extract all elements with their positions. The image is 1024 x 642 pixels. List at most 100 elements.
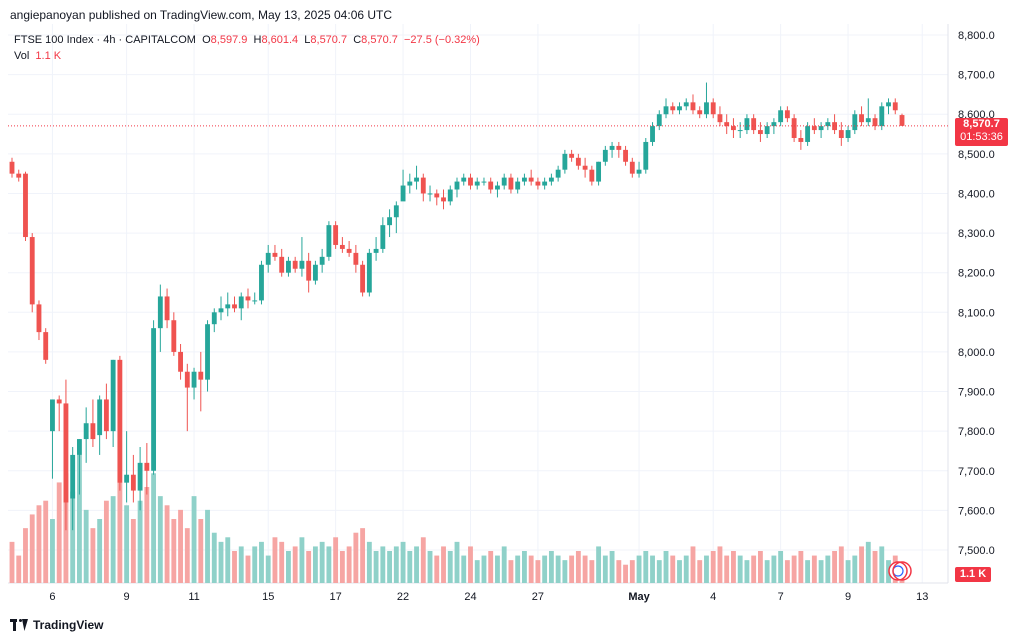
- candle[interactable]: [245, 288, 251, 309]
- candle[interactable]: [535, 177, 541, 190]
- candle[interactable]: [29, 233, 35, 313]
- candle[interactable]: [434, 189, 440, 206]
- candle[interactable]: [441, 189, 446, 210]
- candle[interactable]: [818, 122, 824, 138]
- candle[interactable]: [117, 355, 123, 491]
- candle[interactable]: [157, 284, 163, 352]
- candle[interactable]: [63, 379, 69, 531]
- candle[interactable]: [252, 292, 258, 305]
- candle[interactable]: [56, 395, 62, 432]
- candle[interactable]: [333, 221, 339, 249]
- candle[interactable]: [400, 169, 406, 202]
- candle[interactable]: [259, 260, 264, 305]
- candle[interactable]: [832, 114, 838, 135]
- candle[interactable]: [791, 114, 797, 142]
- candle[interactable]: [238, 292, 244, 321]
- candle[interactable]: [124, 431, 130, 503]
- candle[interactable]: [582, 157, 588, 178]
- candle[interactable]: [757, 122, 763, 142]
- candle[interactable]: [784, 106, 790, 123]
- candle[interactable]: [272, 244, 278, 261]
- candle[interactable]: [427, 185, 433, 202]
- candle[interactable]: [461, 173, 467, 186]
- candle[interactable]: [353, 244, 359, 273]
- candle[interactable]: [805, 122, 811, 146]
- candle[interactable]: [151, 320, 157, 475]
- candle[interactable]: [286, 256, 291, 277]
- candle[interactable]: [636, 161, 642, 178]
- candle[interactable]: [83, 407, 89, 463]
- candle[interactable]: [76, 439, 82, 495]
- candle[interactable]: [414, 165, 419, 190]
- candle[interactable]: [663, 98, 669, 119]
- candle[interactable]: [710, 98, 716, 119]
- candle[interactable]: [542, 177, 548, 190]
- candle[interactable]: [501, 173, 507, 190]
- candle[interactable]: [16, 169, 22, 182]
- candle[interactable]: [697, 106, 703, 119]
- candle[interactable]: [360, 260, 366, 297]
- candle[interactable]: [211, 308, 217, 333]
- candle[interactable]: [838, 122, 844, 146]
- footer-brand[interactable]: TradingView: [10, 618, 103, 632]
- candle[interactable]: [387, 209, 393, 238]
- candle[interactable]: [339, 237, 345, 253]
- candle[interactable]: [306, 252, 312, 293]
- candle[interactable]: [643, 138, 649, 174]
- candle[interactable]: [811, 118, 817, 135]
- candle[interactable]: [225, 292, 231, 317]
- candle[interactable]: [9, 157, 15, 178]
- candle[interactable]: [596, 161, 602, 186]
- candle[interactable]: [50, 399, 55, 479]
- candle[interactable]: [299, 237, 305, 277]
- candle[interactable]: [683, 98, 689, 111]
- candle[interactable]: [164, 288, 170, 329]
- candle[interactable]: [609, 141, 615, 158]
- candle[interactable]: [130, 454, 136, 503]
- candle[interactable]: [70, 447, 76, 531]
- candle[interactable]: [670, 102, 676, 115]
- candle[interactable]: [171, 312, 177, 356]
- candle[interactable]: [198, 351, 204, 412]
- candle[interactable]: [845, 126, 851, 142]
- candle[interactable]: [90, 399, 96, 447]
- candle[interactable]: [892, 98, 898, 115]
- candle[interactable]: [724, 114, 730, 135]
- candle[interactable]: [468, 173, 473, 190]
- candle[interactable]: [43, 328, 49, 364]
- candle[interactable]: [292, 256, 298, 273]
- candle[interactable]: [859, 106, 864, 127]
- candle[interactable]: [474, 177, 480, 190]
- candle[interactable]: [319, 248, 325, 273]
- candle[interactable]: [751, 114, 757, 135]
- candle[interactable]: [623, 145, 628, 166]
- candle[interactable]: [407, 173, 413, 194]
- candle[interactable]: [380, 217, 386, 253]
- candle[interactable]: [495, 181, 500, 198]
- candle[interactable]: [677, 102, 682, 115]
- candle[interactable]: [178, 344, 183, 380]
- candle[interactable]: [447, 185, 453, 206]
- candle[interactable]: [886, 98, 891, 115]
- candle[interactable]: [656, 110, 662, 131]
- candle[interactable]: [562, 149, 568, 174]
- candle[interactable]: [454, 177, 460, 198]
- candle[interactable]: [555, 165, 561, 182]
- candle[interactable]: [110, 359, 116, 447]
- candle[interactable]: [548, 173, 554, 186]
- candle[interactable]: [265, 244, 271, 273]
- candle[interactable]: [575, 153, 581, 170]
- candle[interactable]: [205, 320, 210, 392]
- candle[interactable]: [218, 296, 224, 321]
- candle[interactable]: [589, 165, 595, 186]
- candle[interactable]: [704, 82, 709, 119]
- candle[interactable]: [872, 114, 878, 131]
- candle[interactable]: [616, 141, 622, 158]
- candle[interactable]: [865, 98, 871, 127]
- candle[interactable]: [232, 296, 237, 313]
- candle[interactable]: [366, 248, 372, 297]
- candle[interactable]: [191, 367, 197, 400]
- candle[interactable]: [764, 122, 770, 138]
- candle[interactable]: [825, 118, 831, 131]
